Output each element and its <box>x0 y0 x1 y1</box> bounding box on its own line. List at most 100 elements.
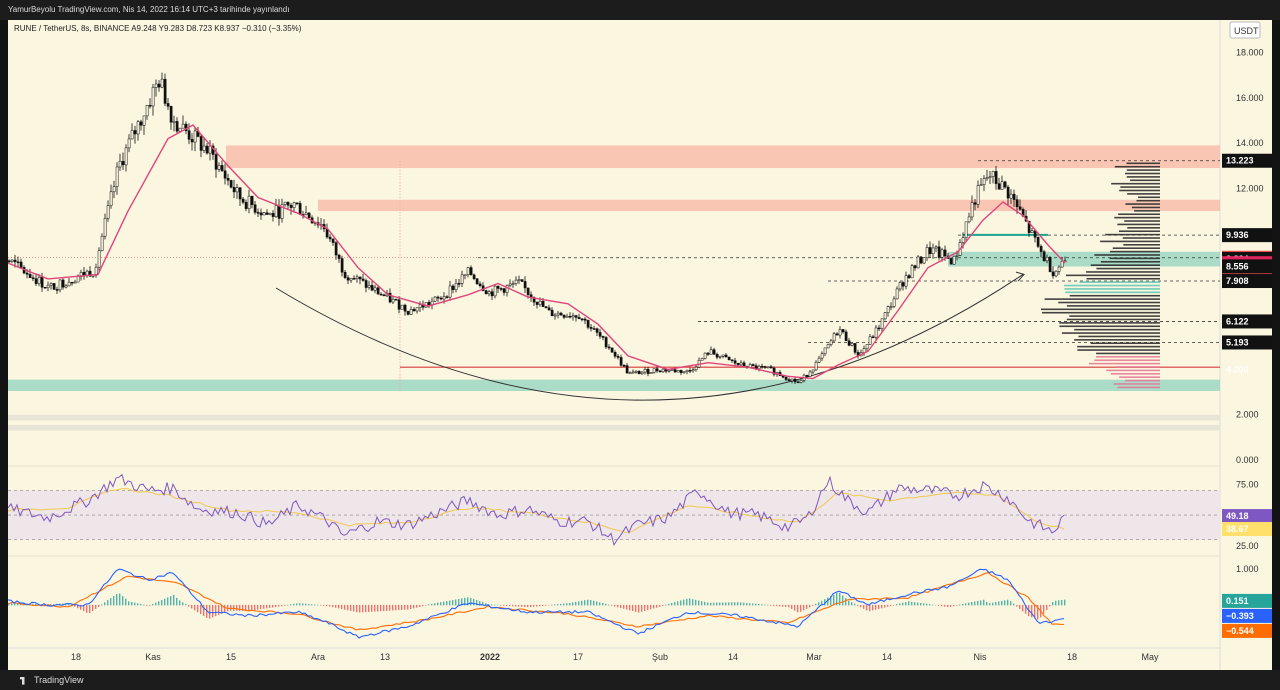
currency-badge <box>1229 21 1261 39</box>
macd-histogram-bar <box>1058 600 1060 606</box>
candle <box>61 278 65 290</box>
price-tag <box>1222 314 1272 329</box>
candle-body <box>418 304 422 308</box>
footer-brand[interactable]: TradingView <box>0 670 1280 690</box>
macd-histogram-bar <box>116 594 118 606</box>
macd-histogram-bar <box>542 604 544 606</box>
macd-histogram-bar <box>326 604 328 607</box>
candle-body <box>880 318 884 329</box>
candle <box>259 208 263 220</box>
candle <box>241 197 245 205</box>
macd-histogram-bar <box>260 604 262 610</box>
macd-histogram-bar <box>971 602 973 606</box>
candle-body <box>268 213 272 215</box>
macd-histogram-bar <box>500 604 502 606</box>
candle-body <box>949 258 953 265</box>
candle-body <box>298 203 302 215</box>
candle <box>139 119 143 131</box>
macd-histogram-bar <box>470 597 472 606</box>
candle <box>832 332 836 343</box>
macd-histogram-bar <box>344 604 346 610</box>
time-tick-label: 13 <box>380 652 390 662</box>
candle-body <box>139 121 143 126</box>
candle <box>451 284 455 294</box>
macd-histogram-bar <box>599 602 601 606</box>
candle <box>199 135 203 158</box>
macd-histogram-bar <box>611 604 613 606</box>
macd-histogram-bar <box>89 604 91 614</box>
candle-body <box>1048 256 1052 273</box>
macd-histogram-bar <box>380 604 382 612</box>
time-tick-label: 18 <box>71 652 81 662</box>
macd-histogram-bar <box>485 603 487 606</box>
candle-body <box>613 352 617 357</box>
macd-histogram-bar <box>629 604 631 611</box>
macd-histogram-bar <box>854 603 856 606</box>
candle <box>427 299 431 309</box>
candle <box>34 273 38 287</box>
candle <box>403 303 407 316</box>
candle <box>151 83 155 116</box>
candle-body <box>886 306 890 313</box>
macd-histogram-bar <box>752 603 754 606</box>
macd-histogram-bar <box>425 604 427 606</box>
macd-tick-label: 1.000 <box>1236 564 1259 574</box>
candle <box>631 369 635 374</box>
candle-body <box>70 281 74 284</box>
volume-profile-bar <box>1086 271 1160 273</box>
macd-histogram-bar <box>722 602 724 606</box>
candle-body <box>349 278 353 281</box>
candle <box>295 202 299 206</box>
candle-body <box>277 205 281 219</box>
macd-histogram-bar <box>776 604 778 607</box>
volume-profile-bar <box>1064 288 1160 290</box>
macd-histogram-bar <box>20 603 22 606</box>
macd-histogram-bar <box>308 604 310 606</box>
macd-histogram-bar <box>11 603 13 606</box>
macd-histogram-bar <box>434 603 436 606</box>
candle <box>940 247 944 262</box>
candle-body <box>226 177 230 181</box>
candle <box>751 363 755 366</box>
candle <box>622 364 626 368</box>
macd-histogram-bar <box>413 604 415 609</box>
macd-histogram-bar <box>482 602 484 606</box>
chart-canvas[interactable]: 18.000 16.000 14.000 12.000 2.000 0.000 USDT 13… <box>7 20 1272 670</box>
candle <box>271 210 275 222</box>
macd-histogram-bar <box>572 602 574 606</box>
candle <box>1042 249 1046 262</box>
macd-histogram-bar <box>464 597 466 606</box>
macd-histogram-bar <box>452 599 454 606</box>
candle <box>796 379 800 384</box>
candle <box>349 278 353 283</box>
macd-histogram-bar <box>68 603 70 606</box>
macd-histogram-bar <box>521 604 523 607</box>
macd-histogram-bar <box>590 600 592 606</box>
candle <box>16 256 20 267</box>
candle-body <box>397 299 401 310</box>
volume-profile-bar <box>1041 311 1160 314</box>
price-tick-label: 12.000 <box>1236 183 1264 193</box>
volume-profile-bar <box>1065 291 1160 294</box>
macd-histogram-bar <box>959 604 961 606</box>
candle-body <box>670 369 674 371</box>
macd-histogram-bar <box>497 604 499 606</box>
macd-histogram-bar <box>923 603 925 606</box>
candle <box>133 125 137 144</box>
candle-body <box>622 365 626 367</box>
candle <box>190 133 194 151</box>
candle <box>865 344 869 352</box>
candle <box>1030 227 1034 233</box>
candle-body <box>55 289 59 291</box>
macd-histogram-bar <box>305 603 307 606</box>
symbol-legend[interactable]: RUNE / TetherUS, 8s, BINANCE A9.248 Y9.2… <box>14 24 302 33</box>
candle <box>184 121 188 135</box>
macd-histogram-bar <box>758 604 760 606</box>
chart-area[interactable]: 18.000 16.000 14.000 12.000 2.000 0.000 USDT 13… <box>7 20 1272 670</box>
macd-histogram-bar <box>359 604 361 613</box>
macd-histogram-bar <box>638 604 640 613</box>
volume-profile-bar <box>1119 189 1160 192</box>
candle-body <box>1003 181 1007 188</box>
candle-body <box>478 283 482 286</box>
candle <box>124 144 128 172</box>
